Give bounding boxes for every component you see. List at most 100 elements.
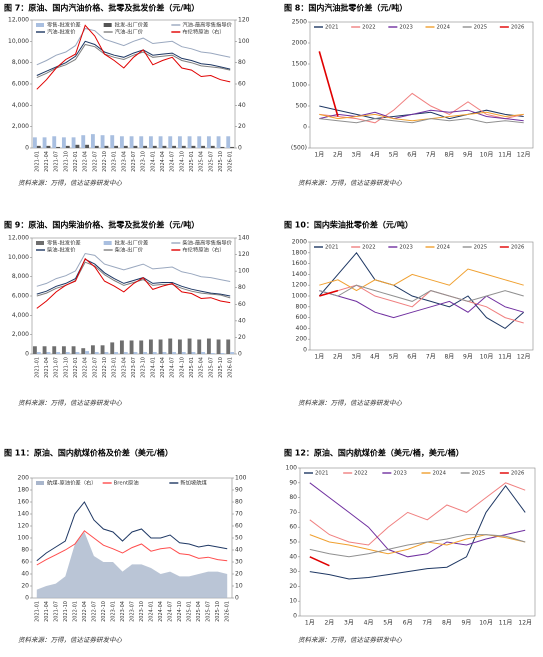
- x-tick-label: 9月: [463, 152, 473, 159]
- x-tick-label: 11月: [498, 354, 512, 361]
- y-tick-label: 10,000: [8, 38, 29, 45]
- bar: [32, 137, 37, 148]
- y-tick-label: 200: [18, 475, 30, 482]
- series-line: [36, 40, 231, 76]
- x-tick-label: 2023-10: [141, 151, 147, 172]
- x-tick-label: 2022-04: [83, 151, 89, 172]
- x-tick-label: 2025-10: [218, 151, 224, 172]
- bar: [100, 135, 105, 148]
- x-tick-label: 2024-07: [168, 601, 174, 622]
- y-tick-label: 2,000: [12, 331, 29, 338]
- bar: [226, 339, 231, 354]
- y2-tick-label: 80: [235, 499, 243, 506]
- bar: [148, 136, 153, 148]
- legend-swatch: [36, 481, 44, 485]
- y2-tick-label: 0: [238, 145, 242, 152]
- bar: [226, 136, 231, 148]
- bar: [75, 352, 80, 354]
- series-line: [319, 284, 524, 324]
- series-line: [309, 534, 526, 558]
- y-tick-label: 2500: [292, 19, 307, 26]
- y-tick-label: 50: [289, 539, 297, 546]
- legend-label: 2024: [437, 25, 451, 31]
- bar: [158, 136, 163, 148]
- chart-title: 图 8：国内汽油批零价差（元/吨）: [284, 3, 407, 13]
- x-tick-label: 2024-04: [160, 357, 166, 378]
- y-tick-label: 160: [18, 499, 30, 506]
- y-tick-label: 70: [289, 509, 297, 516]
- x-tick-label: 1月: [314, 354, 324, 361]
- x-tick-label: 2023-07: [131, 151, 137, 172]
- x-tick-label: 10月: [480, 354, 494, 361]
- bar: [110, 135, 115, 148]
- bar: [197, 136, 202, 148]
- bar: [230, 352, 235, 354]
- bar: [168, 136, 173, 148]
- x-tick-label: 2022-10: [102, 357, 108, 378]
- legend-label: Brent原油: [114, 479, 139, 487]
- legend-label: 2026: [511, 245, 525, 251]
- bar: [139, 340, 144, 354]
- x-tick-label: 2025-01: [189, 357, 195, 378]
- y2-tick-label: 40: [238, 317, 246, 324]
- series-line: [309, 482, 526, 546]
- bar: [168, 338, 173, 354]
- y-tick-label: 0: [303, 124, 307, 131]
- y2-tick-label: 50: [235, 535, 243, 542]
- y2-tick-label: 80: [238, 59, 246, 66]
- y-tick-label: 100: [18, 535, 30, 542]
- x-tick-label: 2021-01: [34, 357, 40, 378]
- bar: [201, 145, 206, 148]
- legend-label: 2024: [437, 245, 451, 251]
- chart-title: 图 11：原油、国内航煤价格及价差（美元/桶）: [4, 448, 173, 458]
- x-tick-label: 2021-04: [44, 601, 50, 622]
- x-tick-label: 6月: [407, 354, 417, 361]
- legend-label: 2021: [325, 25, 338, 31]
- x-tick-label: 2022-04: [82, 601, 88, 622]
- y-tick-label: 100: [286, 465, 298, 472]
- y-tick-label: 30: [289, 568, 297, 575]
- x-tick-label: 12月: [518, 620, 532, 627]
- y2-tick-label: 100: [238, 38, 250, 45]
- legend-label: 2024: [433, 471, 447, 477]
- bar: [71, 346, 76, 354]
- x-tick-label: 4月: [370, 354, 380, 361]
- bar: [52, 346, 57, 354]
- x-tick-label: 2021-10: [63, 601, 69, 622]
- x-tick-label: 7月: [426, 152, 436, 159]
- x-tick-label: 7月: [426, 354, 436, 361]
- x-tick-label: 2024-07: [170, 357, 176, 378]
- x-tick-label: 11月: [499, 620, 513, 627]
- bar: [61, 137, 66, 148]
- y-tick-label: 6,000: [12, 81, 29, 88]
- bar: [119, 340, 124, 354]
- legend-label: 2025: [472, 471, 485, 477]
- x-tick-label: 3月: [352, 152, 362, 159]
- series-line: [36, 252, 231, 287]
- x-tick-label: 2025-10: [215, 601, 221, 622]
- x-tick-label: 2025-07: [206, 601, 212, 622]
- x-tick-label: 7月: [422, 620, 432, 627]
- bar: [56, 146, 61, 148]
- x-tick-label: 2月: [333, 354, 343, 361]
- y-tick-label: 20: [21, 583, 29, 590]
- bar: [191, 352, 196, 354]
- bar: [123, 145, 128, 148]
- series-line: [319, 289, 339, 297]
- bar: [210, 353, 215, 354]
- bar: [104, 352, 109, 354]
- x-tick-label: 6月: [403, 620, 413, 627]
- x-tick-label: 2023-01: [112, 151, 118, 172]
- x-tick-label: 2024-10: [177, 601, 183, 622]
- bar: [220, 353, 225, 354]
- bar: [36, 145, 41, 148]
- x-tick-label: 2025-07: [208, 357, 214, 378]
- y2-tick-label: 20: [238, 334, 246, 341]
- legend-label: 零售-批发价差: [47, 21, 81, 29]
- bar: [139, 136, 144, 148]
- bar: [162, 145, 167, 148]
- legend-label: 2026: [511, 25, 525, 31]
- x-tick-label: 2024-04: [158, 601, 164, 622]
- y2-tick-label: 100: [238, 268, 250, 275]
- y-tick-label: 80: [289, 494, 297, 501]
